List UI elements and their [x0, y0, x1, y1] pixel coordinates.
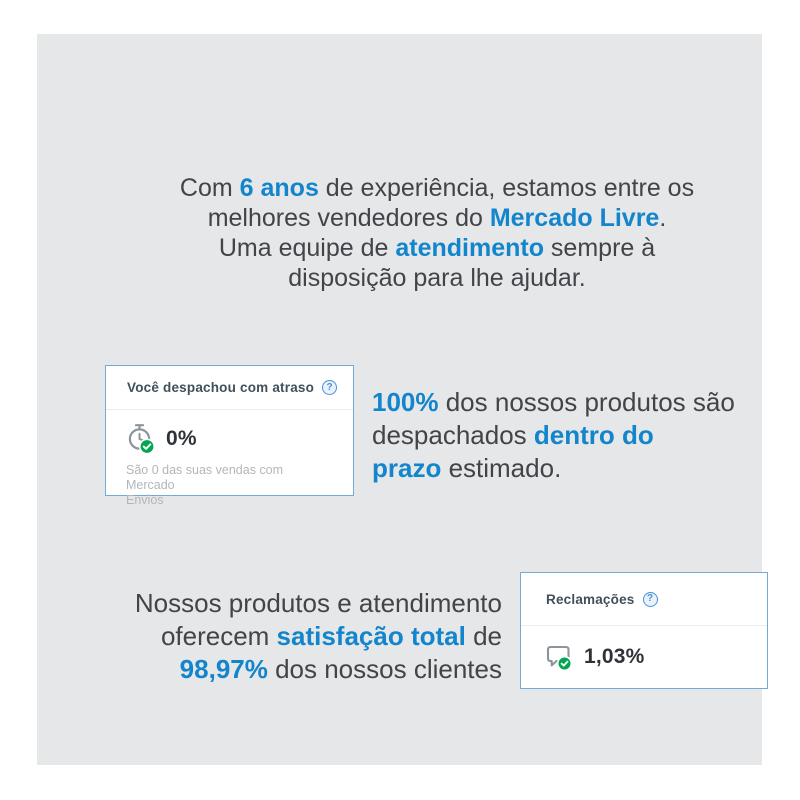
highlight-text: 98,97% [179, 654, 268, 684]
text-line: São 0 das suas vendas com Mercado [126, 463, 333, 493]
highlight-text: 6 anos [239, 174, 319, 202]
plain-text: de [465, 621, 502, 651]
card-divider [106, 409, 353, 410]
claims-card-title: Reclamações [546, 591, 635, 607]
highlight-text: satisfação total [276, 621, 466, 651]
text-line: Nossos produtos e atendimento [112, 587, 502, 620]
plain-text: . [659, 204, 667, 232]
text-line: Envios [126, 493, 333, 508]
plain-text: Com [179, 174, 240, 202]
shipping-card-body: 0% [106, 410, 353, 456]
text-line: despachados dentro do [372, 419, 772, 452]
plain-text: Envios [126, 493, 164, 507]
plain-text: despachados [372, 420, 534, 450]
shipping-metric-value: 0% [166, 427, 197, 450]
plain-text: disposição para lhe ajudar. [288, 264, 586, 292]
intro-paragraph: Com 6 anos de experiência, estamos entre… [102, 173, 772, 293]
plain-text: estimado. [441, 453, 562, 483]
satisfaction-paragraph: Nossos produtos e atendimento oferecem sa… [112, 587, 502, 686]
shipping-delay-card: Você despachou com atraso ? 0% São 0 das… [105, 365, 354, 507]
card-divider [521, 625, 767, 626]
help-icon[interactable]: ? [642, 591, 658, 607]
plain-text: sempre à [543, 234, 656, 262]
text-line: Com 6 anos de experiência, estamos entre… [102, 173, 772, 203]
highlight-text: atendimento [395, 234, 544, 262]
text-line: 100% dos nossos produtos são [372, 386, 772, 419]
plain-text: Uma equipe de [218, 234, 396, 262]
claims-card-header: Reclamações ? [521, 573, 767, 625]
speech-bubble-check-icon [546, 645, 573, 672]
highlight-text: prazo [372, 453, 442, 483]
plain-text: São 0 das suas vendas com Mercado [126, 463, 284, 492]
help-icon[interactable]: ? [322, 380, 338, 395]
text-line: prazo estimado. [372, 452, 772, 485]
shipping-card-note: São 0 das suas vendas com Mercado Envios [106, 456, 353, 508]
claims-metric-value: 1,03% [584, 645, 645, 668]
shipping-card-title: Você despachou com atraso [127, 380, 315, 395]
gray-background-panel: Com 6 anos de experiência, estamos entre… [37, 34, 768, 765]
text-line: melhores vendedores do Mercado Livre. [102, 203, 772, 233]
plain-text: oferecem [160, 621, 277, 651]
highlight-text: dentro do [533, 420, 654, 450]
plain-text: melhores vendedores do [207, 204, 490, 232]
claims-card-body: 1,03% [521, 626, 767, 673]
plain-text: de experiência, estamos entre os [318, 174, 695, 202]
stopwatch-check-icon [128, 424, 155, 455]
text-line: 98,97% dos nossos clientes [112, 653, 502, 686]
plain-text: dos nossos clientes [267, 654, 502, 684]
claims-card: Reclamações ? 1,03% [520, 572, 768, 689]
highlight-text: Mercado Livre [489, 204, 660, 232]
plain-text: dos nossos produtos são [438, 387, 735, 417]
text-line: Uma equipe de atendimento sempre à [102, 233, 772, 263]
shipping-paragraph: 100% dos nossos produtos são despachados … [372, 386, 772, 485]
plain-text: Nossos produtos e atendimento [134, 588, 502, 618]
shipping-card-header: Você despachou com atraso ? [106, 366, 353, 409]
highlight-text: 100% [372, 387, 439, 417]
text-line: oferecem satisfação total de [112, 620, 502, 653]
text-line: disposição para lhe ajudar. [102, 263, 772, 293]
